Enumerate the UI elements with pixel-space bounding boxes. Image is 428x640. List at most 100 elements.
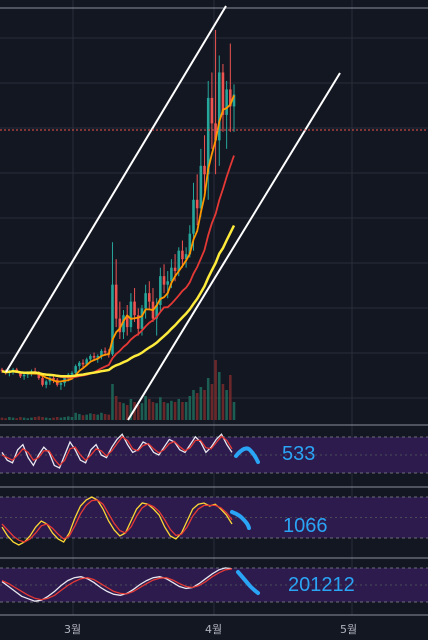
volume-bar bbox=[225, 390, 228, 420]
volume-bar bbox=[210, 384, 214, 420]
volume-bar bbox=[155, 403, 158, 420]
osc3-arrow bbox=[236, 570, 260, 595]
volume-bar bbox=[214, 360, 217, 420]
candle-body bbox=[195, 199, 199, 209]
volume-bar bbox=[66, 416, 70, 420]
volume-bar bbox=[92, 414, 96, 420]
candle-body bbox=[37, 372, 41, 379]
candle-body bbox=[206, 97, 210, 175]
volume-bar bbox=[140, 403, 144, 420]
volume-bar bbox=[70, 417, 74, 420]
volume-bar bbox=[125, 405, 129, 420]
x-tick-march: 3월 bbox=[64, 623, 82, 636]
candle-body bbox=[159, 276, 162, 306]
candle-body bbox=[111, 284, 114, 355]
candle-body bbox=[225, 89, 228, 115]
volume-bar bbox=[217, 372, 221, 420]
candle-body bbox=[140, 308, 144, 329]
volume-bar bbox=[199, 387, 203, 420]
volume-bar bbox=[48, 418, 52, 420]
volume-bar bbox=[181, 402, 184, 420]
volume-bar bbox=[188, 396, 192, 420]
candle-body bbox=[81, 362, 85, 365]
candle-body bbox=[217, 72, 221, 141]
oscillator-line bbox=[1, 499, 233, 543]
panel-band bbox=[0, 497, 428, 538]
candle-body bbox=[144, 293, 147, 309]
volume-bar bbox=[229, 375, 232, 420]
ma-line bbox=[1, 224, 236, 378]
osc2-label: 1066 bbox=[283, 515, 328, 537]
candle-body bbox=[22, 374, 26, 377]
volume-bar bbox=[122, 403, 125, 420]
volume-bar bbox=[151, 402, 155, 420]
candle-body bbox=[166, 281, 170, 285]
volume-bar bbox=[59, 417, 63, 420]
candle-body bbox=[229, 89, 232, 107]
ma-line bbox=[1, 95, 235, 383]
volume-bar bbox=[184, 402, 188, 420]
volume-bar bbox=[166, 403, 170, 420]
volume-bar bbox=[37, 416, 41, 420]
candle-body bbox=[155, 305, 158, 319]
channel-upper bbox=[5, 5, 227, 373]
volume-bar bbox=[8, 417, 11, 420]
oscillator-line bbox=[1, 496, 233, 546]
candle-body bbox=[44, 381, 48, 385]
volume-bar bbox=[192, 390, 195, 420]
candle-body bbox=[203, 165, 206, 175]
candle-body bbox=[136, 315, 140, 329]
volume-bar bbox=[177, 399, 181, 420]
volume-bars bbox=[0, 360, 236, 420]
volume-bar bbox=[33, 417, 37, 420]
candle-body bbox=[188, 233, 192, 255]
volume-bar bbox=[206, 378, 210, 420]
candle-body bbox=[177, 250, 181, 272]
volume-bar bbox=[89, 413, 92, 420]
volume-bar bbox=[19, 417, 22, 420]
candle-body bbox=[173, 267, 177, 272]
volume-bar bbox=[81, 415, 85, 420]
volume-bar bbox=[74, 412, 77, 420]
candle-body bbox=[19, 372, 22, 377]
candlesticks bbox=[0, 30, 236, 390]
volume-bar bbox=[85, 414, 88, 420]
candle-body bbox=[78, 362, 81, 367]
volume-bar bbox=[170, 400, 173, 420]
candle-body bbox=[129, 301, 133, 328]
candle-body bbox=[221, 72, 225, 115]
volume-bar bbox=[26, 418, 30, 420]
candle-body bbox=[74, 366, 77, 373]
volume-bar bbox=[111, 384, 114, 420]
volume-bar bbox=[148, 399, 151, 420]
candle-body bbox=[85, 359, 88, 365]
candle-body bbox=[214, 123, 217, 141]
volume-bar bbox=[78, 414, 81, 420]
volume-bar bbox=[173, 402, 177, 420]
volume-bar bbox=[103, 414, 107, 420]
volume-bar bbox=[159, 397, 162, 420]
volume-bar bbox=[107, 414, 111, 420]
moving-averages bbox=[1, 95, 236, 383]
candle-body bbox=[52, 378, 55, 380]
volume-bar bbox=[136, 405, 140, 420]
volume-bar bbox=[22, 417, 26, 420]
candle-body bbox=[114, 284, 118, 319]
volume-bar bbox=[118, 402, 122, 420]
trend-channel bbox=[5, 5, 341, 421]
volume-bar bbox=[44, 417, 48, 420]
volume-bar bbox=[11, 417, 15, 420]
candle-body bbox=[184, 254, 188, 260]
x-tick-may: 5월 bbox=[340, 623, 358, 636]
candle-body bbox=[125, 315, 129, 328]
volume-bar bbox=[129, 399, 133, 420]
osc3-label: 201212 bbox=[288, 574, 355, 596]
candle-body bbox=[122, 315, 125, 333]
candle-body bbox=[133, 301, 136, 316]
candle-body bbox=[96, 355, 100, 358]
volume-bar bbox=[0, 417, 4, 420]
oscillator-line bbox=[1, 568, 233, 601]
volume-bar bbox=[30, 417, 33, 420]
channel-lower bbox=[127, 72, 341, 421]
